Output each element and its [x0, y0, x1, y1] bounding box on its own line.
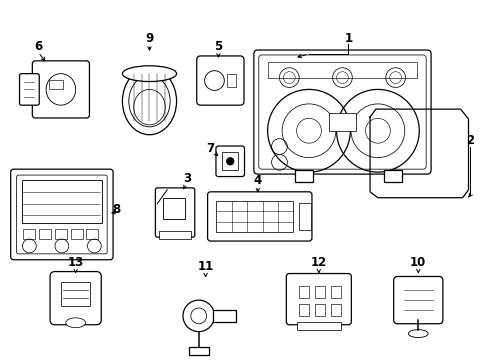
- Bar: [227, 74, 236, 87]
- Ellipse shape: [129, 76, 170, 127]
- Bar: [163, 198, 185, 219]
- Bar: [315, 304, 325, 316]
- Bar: [295, 170, 313, 182]
- Bar: [331, 304, 341, 316]
- FancyBboxPatch shape: [17, 175, 107, 254]
- Circle shape: [227, 158, 234, 165]
- Bar: [86, 229, 98, 239]
- FancyBboxPatch shape: [254, 50, 431, 174]
- Ellipse shape: [66, 318, 85, 328]
- Text: 7: 7: [206, 142, 215, 155]
- FancyBboxPatch shape: [50, 271, 101, 325]
- Text: 4: 4: [254, 174, 262, 186]
- FancyBboxPatch shape: [20, 74, 39, 105]
- Text: 10: 10: [410, 256, 426, 269]
- Text: 11: 11: [197, 260, 214, 273]
- Text: 1: 1: [344, 32, 352, 45]
- Bar: [268, 62, 417, 78]
- Bar: [384, 170, 401, 182]
- Bar: [24, 229, 35, 239]
- FancyBboxPatch shape: [197, 56, 244, 105]
- FancyBboxPatch shape: [208, 192, 312, 241]
- Ellipse shape: [134, 89, 165, 125]
- Bar: [213, 310, 236, 322]
- Text: 6: 6: [34, 40, 42, 53]
- Text: 8: 8: [112, 203, 120, 216]
- FancyBboxPatch shape: [216, 146, 245, 176]
- Bar: [71, 229, 82, 239]
- FancyBboxPatch shape: [259, 55, 426, 169]
- Text: 13: 13: [68, 256, 84, 269]
- Bar: [55, 229, 67, 239]
- Ellipse shape: [409, 330, 428, 338]
- Bar: [299, 203, 311, 230]
- Ellipse shape: [46, 74, 75, 105]
- Text: 9: 9: [146, 32, 154, 45]
- Bar: [297, 322, 341, 330]
- FancyBboxPatch shape: [393, 276, 443, 324]
- Bar: [61, 282, 91, 306]
- Bar: [329, 113, 356, 131]
- Bar: [217, 201, 293, 232]
- Bar: [315, 286, 325, 298]
- FancyBboxPatch shape: [155, 188, 195, 237]
- Bar: [22, 180, 102, 223]
- Text: 12: 12: [311, 256, 327, 269]
- Bar: [49, 80, 63, 89]
- FancyBboxPatch shape: [286, 274, 351, 325]
- Text: 5: 5: [214, 40, 222, 53]
- Bar: [299, 304, 309, 316]
- Bar: [39, 229, 51, 239]
- FancyBboxPatch shape: [32, 61, 90, 118]
- Text: 2: 2: [466, 134, 474, 147]
- Bar: [189, 347, 209, 355]
- Text: 3: 3: [183, 171, 191, 185]
- Bar: [299, 286, 309, 298]
- Ellipse shape: [122, 68, 176, 135]
- FancyBboxPatch shape: [11, 169, 113, 260]
- Ellipse shape: [122, 66, 176, 82]
- Bar: [222, 152, 238, 170]
- Bar: [331, 286, 341, 298]
- Bar: [159, 231, 191, 239]
